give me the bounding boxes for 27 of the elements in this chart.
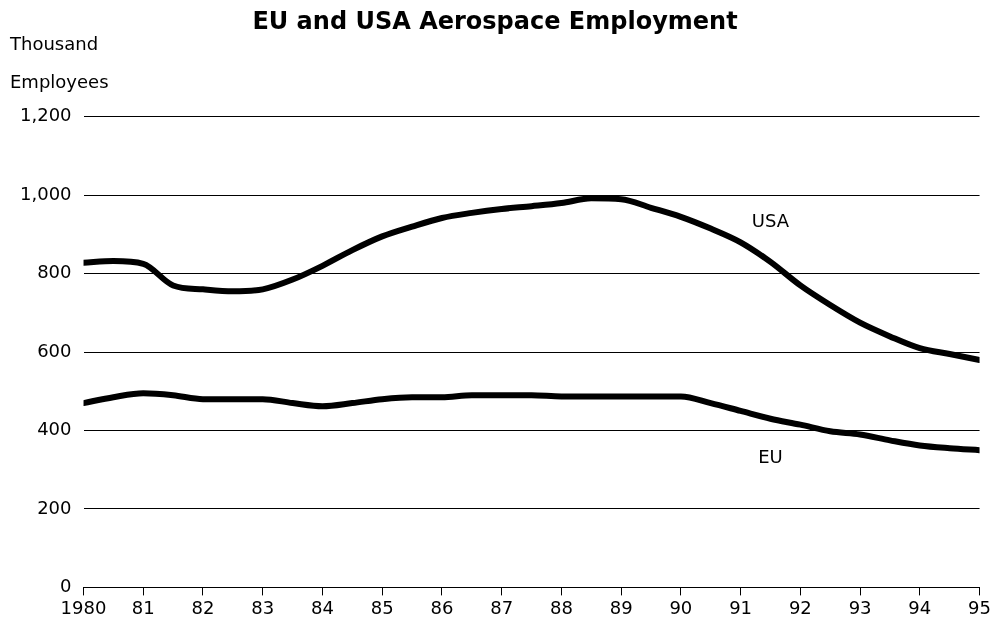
- series-label: EU: [758, 446, 783, 468]
- x-tick-label: 87: [490, 596, 514, 618]
- x-tick-label: 94: [908, 596, 932, 618]
- y-tick-label: 400: [37, 418, 72, 440]
- x-tick-label: 93: [848, 596, 872, 618]
- x-tick-label: 85: [370, 596, 394, 618]
- y-tick-label: 800: [37, 261, 72, 283]
- x-tick-label: 90: [669, 596, 693, 618]
- x-tick-label: 91: [729, 596, 753, 618]
- x-tick-label: 84: [311, 596, 334, 618]
- x-tick-label: 83: [251, 596, 275, 618]
- x-tick-label: 88: [549, 596, 573, 618]
- x-tick-label: 82: [191, 596, 215, 618]
- x-tick-label: 81: [131, 596, 155, 618]
- chart-title: EU and USA Aerospace Employment: [252, 6, 738, 35]
- x-tick-label: 86: [430, 596, 454, 618]
- x-tick-label: 92: [788, 596, 812, 618]
- y-tick-label: 200: [37, 496, 72, 518]
- y-axis-title: Thousand Employees: [9, 32, 109, 92]
- series-label: USA: [751, 209, 790, 231]
- x-tick-label: 95: [968, 596, 991, 618]
- y-tick-label: 1,000: [20, 182, 72, 204]
- y-tick-label: 1,200: [20, 104, 72, 126]
- y-tick-label: 0: [60, 575, 72, 597]
- x-tick-label: 1980: [60, 596, 107, 618]
- x-tick-label: 89: [609, 596, 633, 618]
- y-tick-label: 600: [37, 339, 72, 361]
